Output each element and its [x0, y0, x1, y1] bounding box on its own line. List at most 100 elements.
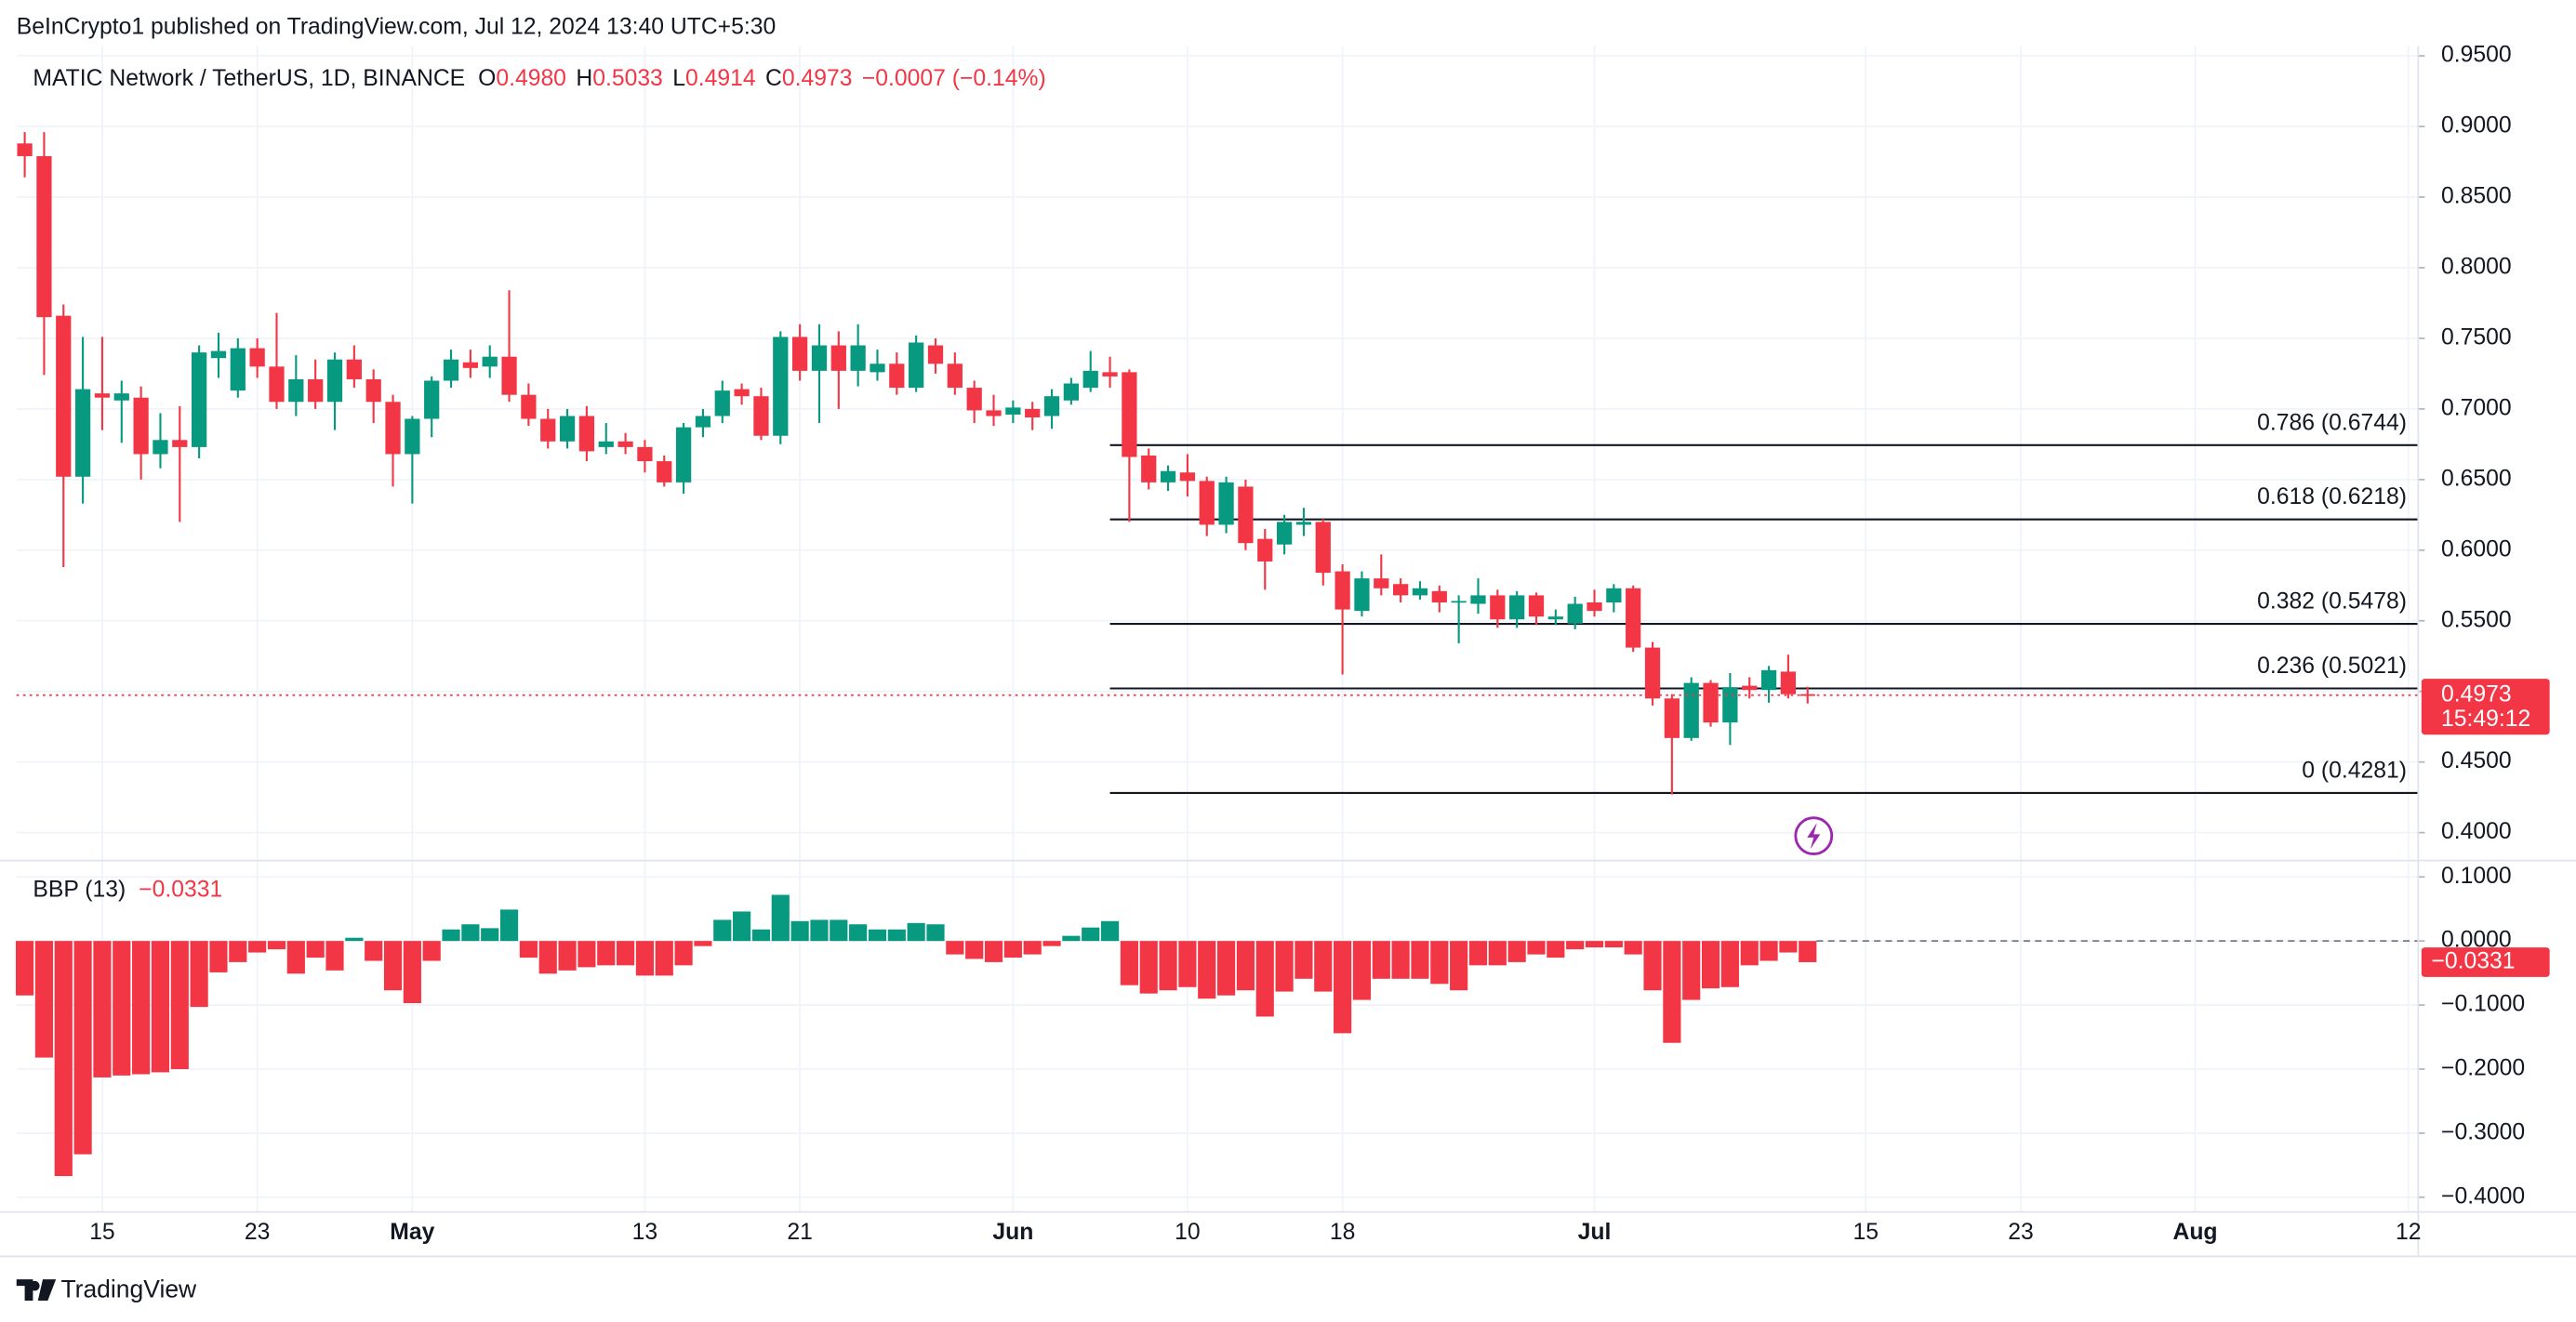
bbp-bar [1042, 941, 1061, 946]
y-tick-label: 0.7500 [2441, 324, 2512, 350]
candle-body [1199, 481, 1215, 525]
y-tick-label: 0.6500 [2441, 466, 2512, 491]
candle-body [1354, 578, 1370, 612]
bbp-bar [54, 941, 73, 1177]
bbp-bar [306, 941, 325, 958]
y-tick-label: 0.9000 [2441, 113, 2512, 139]
x-tick-label: 10 [1175, 1220, 1201, 1245]
brand-logo: TradingView [16, 1275, 197, 1302]
bbp-bar [1178, 941, 1197, 987]
y-tick-label: 0.4000 [2441, 819, 2512, 844]
change: −0.0007 (−0.14%) [862, 65, 1046, 90]
candle-body [1780, 671, 1797, 694]
labels-layer: 0.9500 0.9000 0.8500 0.8000 0.7500 0.7000 0.65… [89, 43, 2550, 1245]
ohlc-value: 0.4914 [685, 65, 756, 90]
y-tick-label: −0.2000 [2441, 1056, 2525, 1081]
candle-body [501, 356, 517, 395]
candle-body [1218, 482, 1234, 525]
y-tick-label: 0.6000 [2441, 536, 2512, 562]
candle-body [1451, 601, 1467, 603]
candle-body [734, 389, 750, 397]
bbp-bar [365, 941, 383, 961]
candle-body [1160, 470, 1176, 483]
bbp-bar [1663, 941, 1681, 1043]
bbp-bar [771, 894, 790, 942]
bbp-bar [984, 941, 1003, 962]
candle-body [637, 446, 653, 462]
candle-body [1683, 682, 1699, 738]
candle-body [1664, 698, 1680, 738]
bbp-bar [1566, 941, 1585, 950]
bbp-bar [965, 941, 984, 959]
candle-body [1567, 603, 1583, 624]
y-tick-label: 0.4500 [2441, 748, 2512, 773]
bbp-bar [635, 941, 655, 976]
ohlc-key: C [765, 65, 782, 90]
candle-body [811, 345, 828, 371]
ohlc-value: 0.5033 [592, 65, 663, 90]
bbp-bar [461, 924, 480, 942]
ohlc-value: 0.4980 [496, 65, 566, 90]
last-price-box [2421, 679, 2550, 735]
brand-name: TradingView [60, 1275, 197, 1302]
candle-body [1644, 647, 1661, 699]
candle-body [1470, 595, 1486, 604]
candle-body [249, 348, 265, 367]
candle-body [850, 345, 866, 371]
fib-label: 0 (0.4281) [2302, 758, 2407, 783]
ohlc-key: H [576, 65, 592, 90]
candle-body [94, 393, 111, 398]
event-icon[interactable] [1794, 816, 1834, 855]
bbp-bar [538, 941, 557, 974]
candle-body [1799, 694, 1815, 696]
bbp-bar [1799, 941, 1817, 962]
x-tick-label: 21 [787, 1220, 813, 1245]
bbp-bar [1334, 941, 1352, 1034]
bbp-bar [1779, 941, 1798, 953]
fib-label: 0.382 (0.5478) [2257, 589, 2407, 615]
bbp-bar [190, 941, 208, 1008]
bbp-bar [1216, 941, 1236, 996]
candle-body [927, 345, 944, 364]
marks-layer [16, 132, 2419, 1177]
candle-body [74, 389, 91, 477]
last-price-label: 0.4973 [2441, 681, 2512, 707]
bbp-bar [1372, 941, 1390, 979]
bbp-bar [403, 941, 421, 1003]
candle-body [1315, 522, 1331, 574]
bbp-bar [1585, 941, 1604, 948]
y-tick-label: 0.8500 [2441, 184, 2512, 209]
bbp-bar [751, 929, 771, 942]
bbp-bar [229, 941, 247, 962]
candle-body [986, 410, 1002, 416]
bbp-bar [113, 941, 131, 1076]
bbp-bar [1062, 935, 1081, 942]
candle-body [1490, 595, 1506, 620]
ohlc-key: L [672, 65, 685, 90]
candle-body [424, 380, 440, 419]
candle-body [966, 388, 982, 411]
candle-body [133, 397, 149, 455]
bbp-bar [1023, 941, 1042, 955]
candle-body [578, 416, 595, 452]
symbol: MATIC Network / TetherUS, 1D, BINANCE [33, 65, 465, 90]
bbp-bar [286, 941, 305, 974]
x-tick-label: 23 [245, 1220, 271, 1245]
candle-body [792, 337, 808, 371]
candle-body [753, 396, 769, 436]
bbp-bar [674, 941, 693, 966]
x-tick-label: Aug [2172, 1220, 2217, 1245]
bbp-bar [209, 941, 228, 972]
event-bolt [1807, 822, 1821, 850]
fib-label: 0.618 (0.6218) [2257, 484, 2407, 509]
bbp-bar [442, 929, 460, 942]
x-tick-label: 15 [89, 1220, 115, 1245]
bbp-bar [907, 922, 925, 942]
bbp-bar [1740, 941, 1759, 966]
grid-layer [16, 46, 2425, 1212]
indicator-title: BBP (13) [33, 877, 126, 902]
candle-body [288, 378, 304, 403]
indicator-value: −0.0331 [139, 877, 222, 902]
bbp-bar [1275, 941, 1294, 992]
